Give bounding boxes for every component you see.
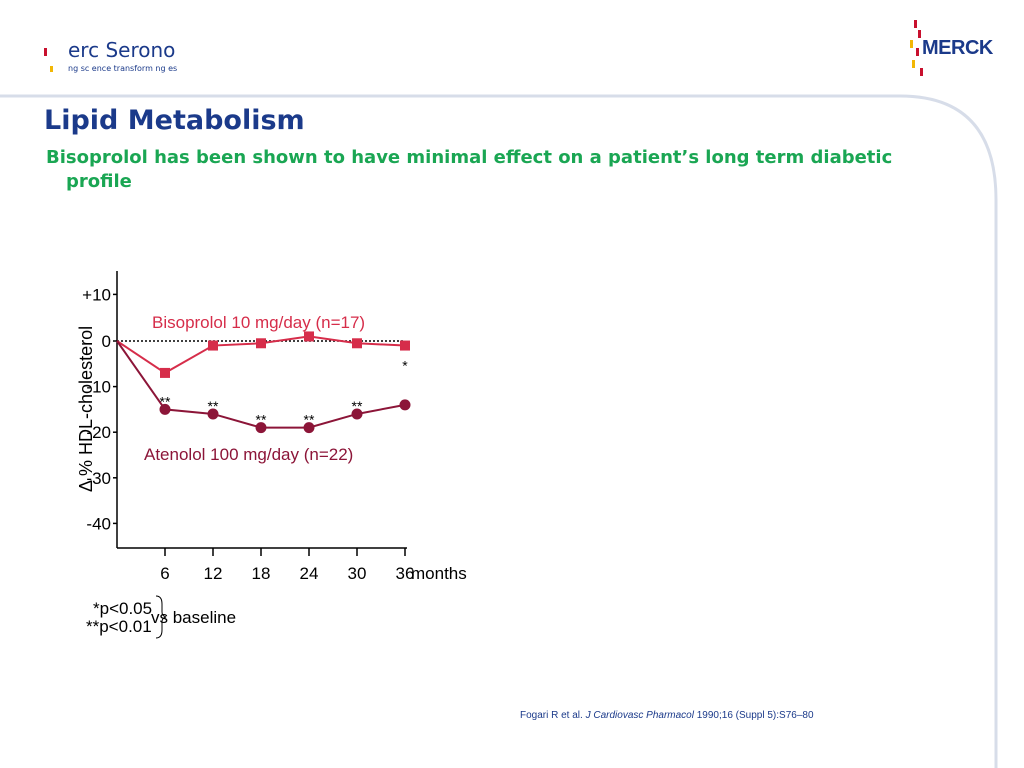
y-tick-label: -10 — [86, 378, 111, 397]
data-point — [207, 408, 219, 420]
y-axis-label: Δ % HDL-cholesterol — [76, 326, 96, 492]
data-point — [208, 340, 218, 351]
x-tick-label: 6 — [160, 564, 169, 583]
y-tick-label: +10 — [82, 285, 111, 304]
footnote-p05: *p<0.05 — [93, 599, 152, 618]
data-point — [304, 331, 314, 342]
citation-journal: J Cardiovasc Pharmacol — [585, 710, 694, 721]
merck-logo: MERCK — [908, 20, 998, 80]
y-tick-label: 0 — [102, 332, 111, 351]
y-tick-label: -30 — [86, 469, 111, 488]
slide-title: Lipid Metabolism — [44, 105, 305, 136]
y-tick-label: -20 — [86, 423, 111, 442]
series-label-atenolol: Atenolol 100 mg/day (n=22) — [144, 445, 353, 464]
data-point — [303, 422, 315, 434]
data-point — [256, 338, 266, 349]
significance-marker: ** — [352, 398, 363, 414]
logo-name: erc Serono — [68, 38, 176, 62]
significance-marker: * — [402, 358, 408, 374]
x-tick-label: 36 — [396, 564, 415, 583]
data-point — [160, 367, 170, 378]
significance-marker: ** — [160, 393, 171, 409]
x-tick-label: 12 — [204, 564, 223, 583]
citation-authors: Fogari R et al. — [520, 710, 583, 721]
citation-details: 1990;16 (Suppl 5):S76–80 — [696, 710, 814, 721]
significance-marker: ** — [256, 412, 267, 428]
logo-mark-icon — [44, 48, 47, 56]
significance-marker: ** — [208, 398, 219, 414]
merck-wordmark: MERCK — [922, 37, 993, 59]
data-point — [255, 422, 267, 434]
data-point — [352, 338, 362, 349]
citation: Fogari R et al. J Cardiovasc Pharmacol 1… — [520, 710, 814, 721]
x-tick-label: 18 — [252, 564, 271, 583]
data-point — [399, 399, 411, 411]
x-tick-label: 24 — [300, 564, 319, 583]
footnote-p01: **p<0.01 — [86, 617, 152, 636]
logo-tagline: ng sc ence transform ng es — [68, 64, 178, 73]
footnote-vs-baseline: vs baseline — [151, 608, 236, 627]
data-point — [159, 403, 171, 415]
significance-marker: ** — [304, 412, 315, 428]
x-tick-label: 30 — [348, 564, 367, 583]
merck-mark-icon — [910, 20, 923, 76]
series-label-bisoprolol: Bisoprolol 10 mg/day (n=17) — [152, 313, 365, 332]
logo-mark-accent-icon — [50, 66, 53, 72]
footnote-brace — [155, 595, 167, 639]
y-tick-label: -40 — [86, 514, 111, 533]
x-axis-label: months — [411, 564, 467, 583]
data-point — [351, 408, 363, 420]
slide-subtitle: Bisoprolol has been shown to have minima… — [46, 147, 893, 192]
data-point — [400, 340, 410, 351]
